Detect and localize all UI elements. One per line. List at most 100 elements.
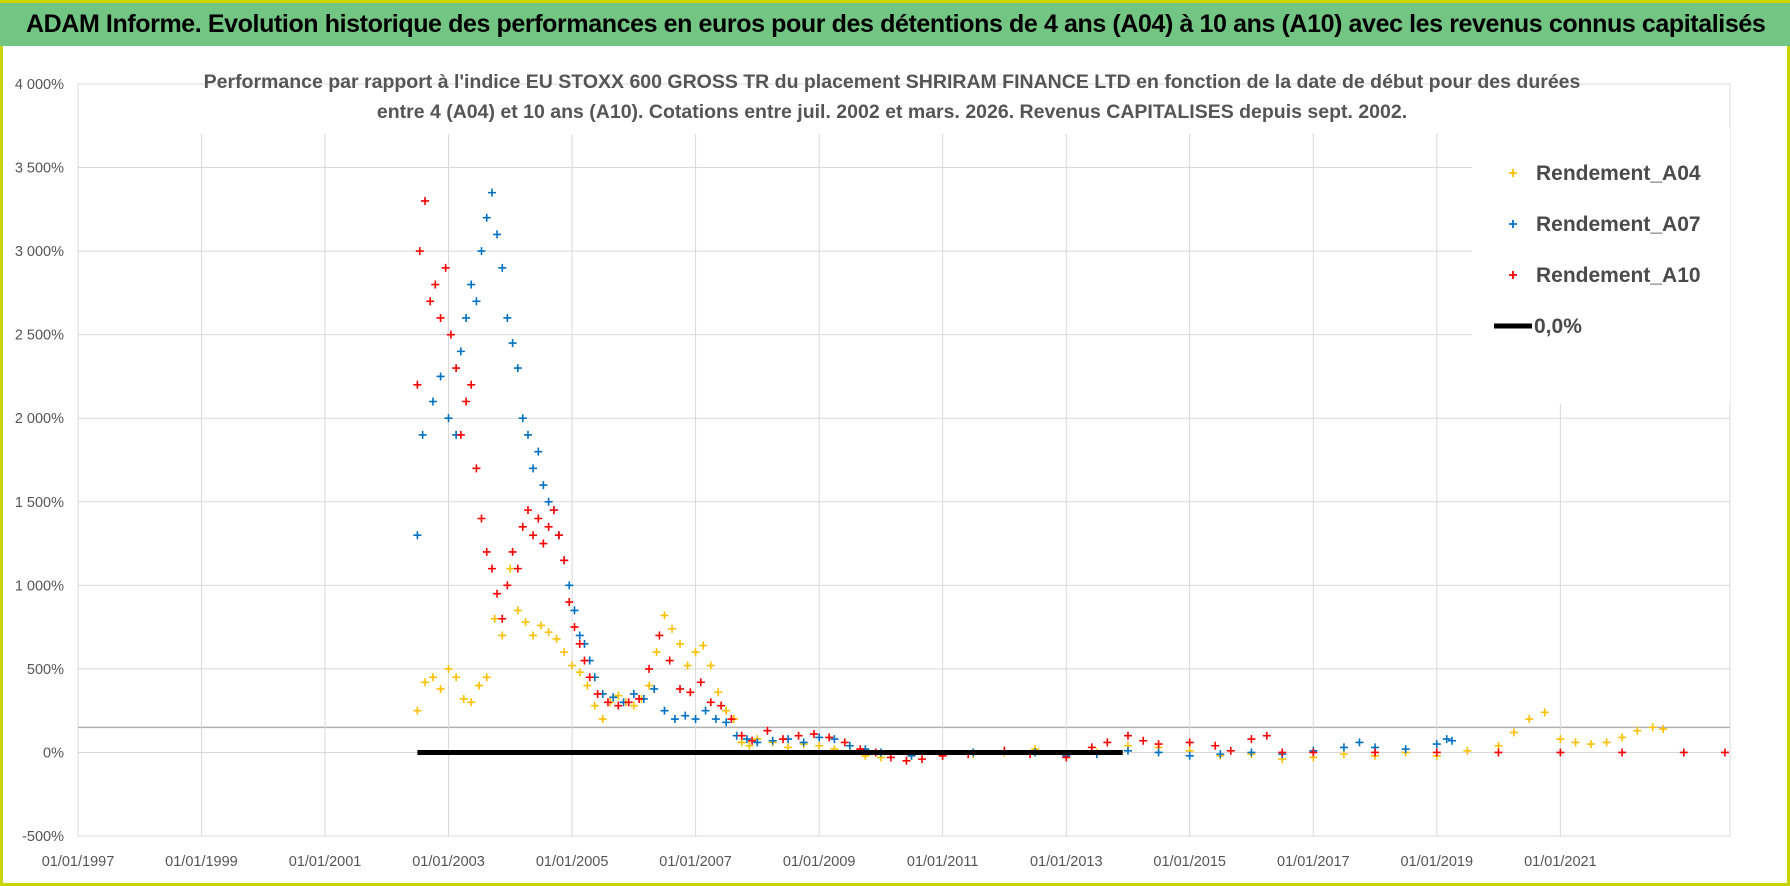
- data-point: [482, 547, 491, 556]
- data-point: [737, 731, 746, 740]
- data-point: [415, 247, 424, 256]
- data-point: [1720, 748, 1729, 757]
- data-point: [421, 678, 430, 687]
- data-point: [580, 656, 589, 665]
- data-point: [660, 706, 669, 715]
- data-point: [462, 313, 471, 322]
- data-point: [779, 735, 788, 744]
- data-point: [1247, 748, 1256, 757]
- data-point: [1618, 748, 1627, 757]
- data-point: [518, 522, 527, 531]
- data-point: [418, 430, 427, 439]
- data-point: [1442, 735, 1451, 744]
- data-point: [1226, 746, 1235, 755]
- data-point: [1262, 731, 1271, 740]
- data-point: [452, 673, 461, 682]
- data-point: [660, 611, 669, 620]
- y-tick-label: 2 500%: [15, 328, 64, 344]
- legend-marker: [1509, 220, 1517, 228]
- data-point: [529, 531, 538, 540]
- data-point: [737, 738, 746, 747]
- y-tick-label: 1 500%: [15, 495, 64, 511]
- data-point: [845, 741, 854, 750]
- data-point: [575, 639, 584, 648]
- x-tick-label: 01/01/2009: [783, 854, 856, 870]
- data-point: [1556, 748, 1565, 757]
- data-point: [1216, 750, 1225, 759]
- data-point: [513, 564, 522, 573]
- y-tick-label: 1 000%: [15, 578, 64, 594]
- legend-label: Rendement_A04: [1536, 162, 1701, 185]
- x-tick-label: 01/01/2015: [1153, 854, 1226, 870]
- x-tick-label: 01/01/2017: [1277, 854, 1350, 870]
- data-point: [1371, 748, 1380, 757]
- y-tick-label: 500%: [27, 662, 64, 678]
- data-point: [570, 606, 579, 615]
- data-point: [503, 313, 512, 322]
- data-point: [459, 694, 468, 703]
- data-point: [493, 230, 502, 239]
- data-point: [676, 639, 685, 648]
- data-point: [431, 280, 440, 289]
- data-point: [472, 464, 481, 473]
- data-point: [467, 380, 476, 389]
- data-point: [1463, 746, 1472, 755]
- series-layer: [413, 188, 1729, 765]
- data-point: [554, 531, 563, 540]
- data-point: [1123, 731, 1132, 740]
- data-point: [503, 581, 512, 590]
- data-point: [1339, 743, 1348, 752]
- legend-marker: [1509, 271, 1517, 279]
- data-point: [1602, 738, 1611, 747]
- x-tick-label: 01/01/2011: [907, 854, 979, 870]
- data-point: [1278, 748, 1287, 757]
- data-point: [529, 631, 538, 640]
- series-rendement_a07: [413, 188, 1456, 760]
- data-point: [1309, 748, 1318, 757]
- data-point: [815, 741, 824, 750]
- y-tick-label: 3 500%: [15, 161, 64, 177]
- x-tick-label: 01/01/2019: [1400, 854, 1473, 870]
- data-point: [1679, 748, 1688, 757]
- data-point: [506, 564, 515, 573]
- data-point: [1123, 746, 1132, 755]
- data-point: [676, 684, 685, 693]
- data-point: [441, 263, 450, 272]
- data-point: [521, 618, 530, 627]
- data-point: [534, 514, 543, 523]
- data-point: [696, 678, 705, 687]
- data-point: [652, 648, 661, 657]
- data-point: [815, 733, 824, 742]
- data-point: [668, 624, 677, 633]
- data-point: [1571, 738, 1580, 747]
- legend-label: Rendement_A10: [1536, 264, 1701, 287]
- data-point: [722, 718, 731, 727]
- data-point: [518, 414, 527, 423]
- x-tick-label: 01/01/2003: [412, 854, 485, 870]
- legend-marker: [1509, 169, 1517, 177]
- data-point: [477, 514, 486, 523]
- data-point: [467, 280, 476, 289]
- data-point: [1648, 723, 1657, 732]
- data-point: [552, 634, 561, 643]
- data-point: [444, 414, 453, 423]
- x-axis: 01/01/1997 01/01/1999 01/01/2001 01/01/2003…: [42, 854, 1597, 870]
- data-point: [665, 656, 674, 665]
- data-point: [472, 297, 481, 306]
- data-point: [645, 681, 654, 690]
- data-point: [565, 598, 574, 607]
- x-tick-label: 01/01/2013: [1030, 854, 1103, 870]
- data-point: [490, 614, 499, 623]
- data-point: [575, 631, 584, 640]
- data-point: [493, 589, 502, 598]
- y-tick-label: 2 000%: [15, 411, 64, 427]
- title-bar: ADAM Informe. Evolution historique des p…: [0, 0, 1790, 46]
- data-point: [1401, 745, 1410, 754]
- data-point: [918, 755, 927, 764]
- data-point: [1355, 738, 1364, 747]
- data-point: [748, 736, 757, 745]
- data-point: [549, 506, 558, 515]
- data-point: [537, 621, 546, 630]
- data-point: [585, 673, 594, 682]
- data-point: [742, 735, 751, 744]
